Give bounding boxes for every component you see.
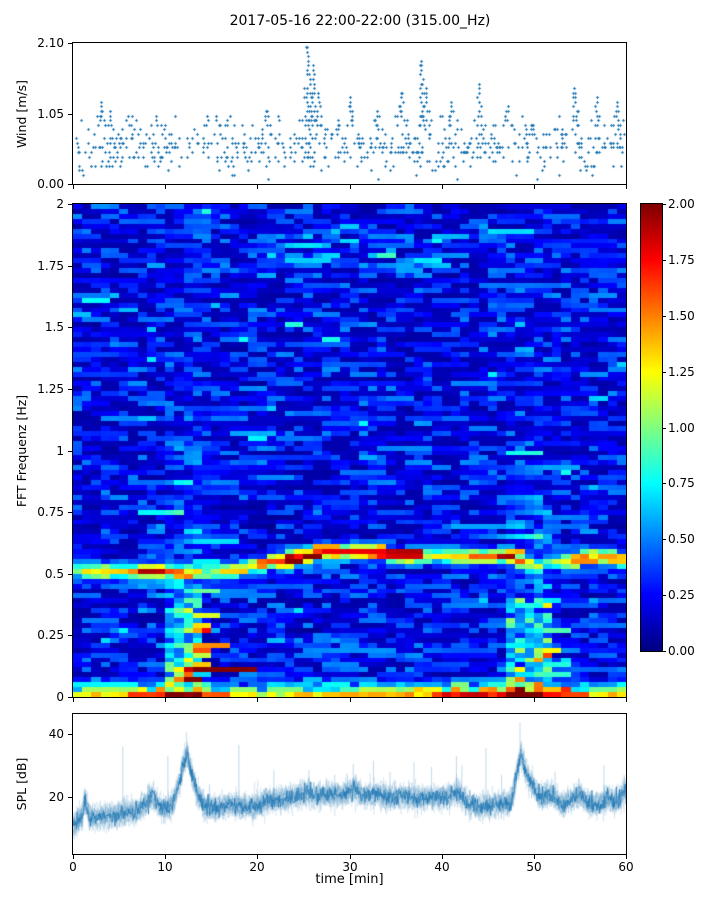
tick-mark [663,316,666,317]
tick-mark [68,43,72,44]
spectrogram-plot-area [72,203,627,698]
tick-label: 0.00 [37,177,64,191]
tick-mark [350,855,351,859]
tick-mark [663,539,666,540]
tick-label: 0.00 [668,644,695,658]
time-xlabel: time [min] [315,872,384,887]
tick-mark [663,483,666,484]
tick-mark [165,855,166,859]
tick-mark [68,697,72,698]
tick-mark [534,185,535,189]
tick-mark [68,389,72,390]
tick-mark [73,855,74,859]
tick-mark [257,855,258,859]
tick-label: 50 [526,860,542,874]
tick-mark [663,595,666,596]
tick-mark [68,635,72,636]
tick-mark [68,512,72,513]
tick-label: 2 [56,197,64,211]
tick-label: 2.00 [668,197,695,211]
wind-scatter-canvas [73,43,626,184]
tick-mark [73,698,74,702]
tick-mark [257,698,258,702]
tick-mark [165,185,166,189]
tick-mark [68,204,72,205]
tick-mark [350,185,351,189]
spectrogram-canvas [73,204,626,697]
tick-mark [626,698,627,702]
tick-mark [68,114,72,115]
tick-label: 0.5 [44,567,64,581]
tick-label: 0.75 [37,505,64,519]
tick-label: 0.50 [668,532,695,546]
tick-label: 0.75 [668,476,695,490]
tick-label: 20 [249,860,265,874]
wind-plot-area [72,42,627,185]
tick-mark [350,698,351,702]
tick-mark [442,185,443,189]
tick-label: 1.5 [44,320,64,334]
tick-mark [68,184,72,185]
tick-mark [534,698,535,702]
tick-label: 0 [69,860,77,874]
tick-label: 60 [618,860,634,874]
tick-label: 1.50 [668,309,695,323]
tick-mark [442,698,443,702]
tick-mark [663,651,666,652]
spl-ylabel: SPL [dB] [14,757,29,811]
tick-label: 40 [48,727,64,741]
tick-mark [68,266,72,267]
spl-line-canvas [73,714,626,854]
tick-mark [68,797,72,798]
tick-label: 40 [434,860,450,874]
tick-label: 30 [342,860,358,874]
spl-plot-area [72,713,627,855]
tick-label: 0 [56,690,64,704]
tick-mark [663,260,666,261]
tick-label: 1.75 [668,253,695,267]
tick-mark [68,451,72,452]
tick-mark [442,855,443,859]
tick-label: 1 [56,444,64,458]
tick-label: 0.25 [668,588,695,602]
tick-label: 1.05 [37,107,64,121]
tick-mark [165,698,166,702]
tick-label: 1.25 [37,382,64,396]
tick-mark [68,327,72,328]
tick-mark [663,372,666,373]
figure-title: 2017-05-16 22:00-22:00 (315.00_Hz) [229,13,491,29]
tick-mark [663,428,666,429]
tick-mark [68,734,72,735]
colorbar [640,203,663,652]
tick-label: 1.25 [668,365,695,379]
tick-mark [73,185,74,189]
tick-label: 10 [157,860,173,874]
tick-mark [626,855,627,859]
tick-label: 0.25 [37,628,64,642]
tick-label: 20 [48,790,64,804]
tick-label: 1.00 [668,421,695,435]
tick-mark [663,204,666,205]
tick-mark [534,855,535,859]
tick-mark [626,185,627,189]
tick-mark [68,574,72,575]
tick-label: 1.75 [37,259,64,273]
tick-label: 2.10 [37,36,64,50]
colorbar-canvas [641,204,662,651]
tick-mark [257,185,258,189]
